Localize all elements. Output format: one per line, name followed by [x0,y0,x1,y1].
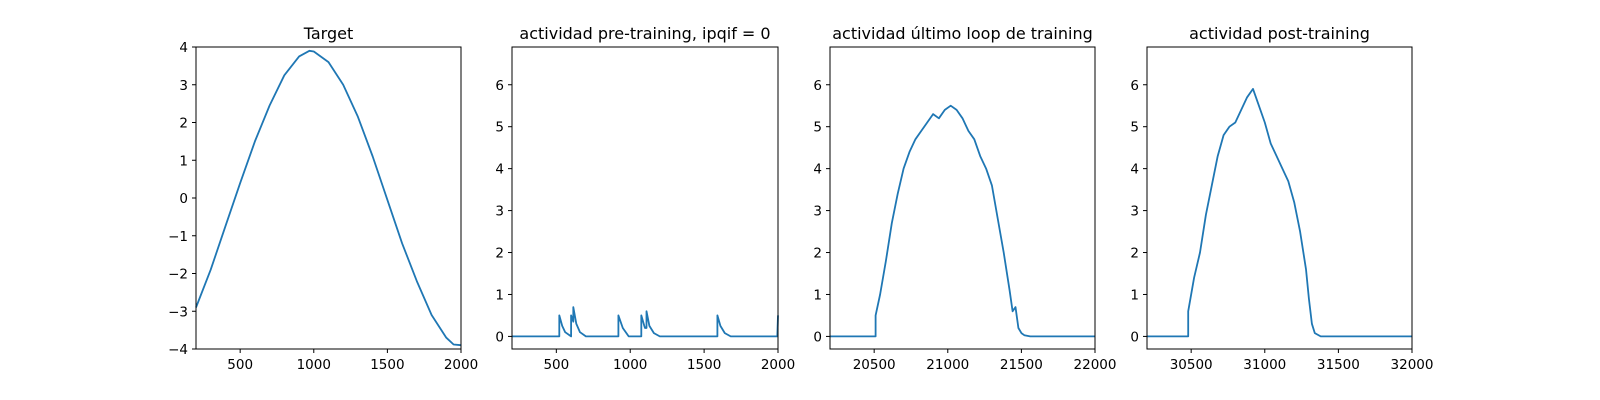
y-tick-label: 1 [1130,287,1139,303]
x-tick-label: 500 [543,357,569,373]
y-tick-label: 3 [179,78,188,94]
x-tick-label: 2000 [444,357,478,373]
x-tick-label: 1000 [297,357,331,373]
y-tick-label: 3 [813,204,822,220]
y-tick-label: 2 [1130,246,1139,262]
x-tick-label: 20500 [853,357,896,373]
series-line [195,49,462,347]
x-tick-label: 2000 [761,357,795,373]
y-tick-label: 5 [813,120,822,136]
panel-title: actividad último loop de training [832,24,1093,43]
y-tick-label: −2 [168,267,188,283]
x-tick-label: 31500 [1317,357,1360,373]
panel-4: 30500 31000 31500 32000 0 1 2 3 4 5 6 actividad pos… [1130,24,1433,373]
y-tick-label: 3 [495,204,504,220]
y-tick-label: −4 [168,342,188,358]
y-tick-label: −1 [168,229,188,245]
series-line [512,306,779,338]
x-tick-label: 30500 [1170,357,1213,373]
x-tick-label: 31000 [1243,357,1286,373]
y-tick-label: 5 [1130,120,1139,136]
x-tick-label: 1500 [687,357,721,373]
y-tick-label: 6 [813,78,822,94]
series-line [1147,88,1412,338]
panel-3: 20500 21000 21500 22000 0 1 2 3 4 5 6 actividad últ… [813,24,1116,373]
x-tick-label: 500 [227,357,253,373]
panel-title: actividad pre-training, ipqif = 0 [519,24,770,43]
y-tick-label: 0 [179,191,188,207]
panel-title: actividad post-training [1189,24,1370,43]
y-tick-label: 0 [1130,329,1139,345]
x-tick-label: 22000 [1074,357,1117,373]
panel-title: Target [303,24,354,43]
x-tick-label: 1000 [613,357,647,373]
panel-1: 500 1000 1500 2000 −4 −3 −2 −1 0 1 2 3 4 Target [168,24,478,373]
axes-frame [511,46,779,350]
y-tick-label: 1 [495,287,504,303]
x-tick-label: 21500 [1000,357,1043,373]
y-tick-label: 1 [813,287,822,303]
y-tick-label: 2 [179,116,188,132]
y-tick-label: 6 [495,78,504,94]
y-tick-label: 3 [1130,204,1139,220]
x-tick-label: 1500 [370,357,404,373]
y-tick-label: 4 [495,162,504,178]
y-tick-label: 4 [179,40,188,56]
series-line [830,104,1095,338]
x-tick-label: 21000 [926,357,969,373]
y-tick-label: 5 [495,120,504,136]
y-tick-label: 2 [813,246,822,262]
y-tick-label: 1 [179,153,188,169]
y-tick-label: 4 [813,162,822,178]
y-tick-label: −3 [168,304,188,320]
y-tick-label: 0 [813,329,822,345]
y-tick-label: 2 [495,246,504,262]
y-tick-label: 0 [495,329,504,345]
panel-2: 500 1000 1500 2000 0 1 2 3 4 5 6 actividad pre-trai… [495,24,795,373]
y-tick-label: 6 [1130,78,1139,94]
axes-frame [1146,46,1413,350]
x-tick-label: 32000 [1391,357,1434,373]
axes-frame [829,46,1096,350]
y-tick-label: 4 [1130,162,1139,178]
